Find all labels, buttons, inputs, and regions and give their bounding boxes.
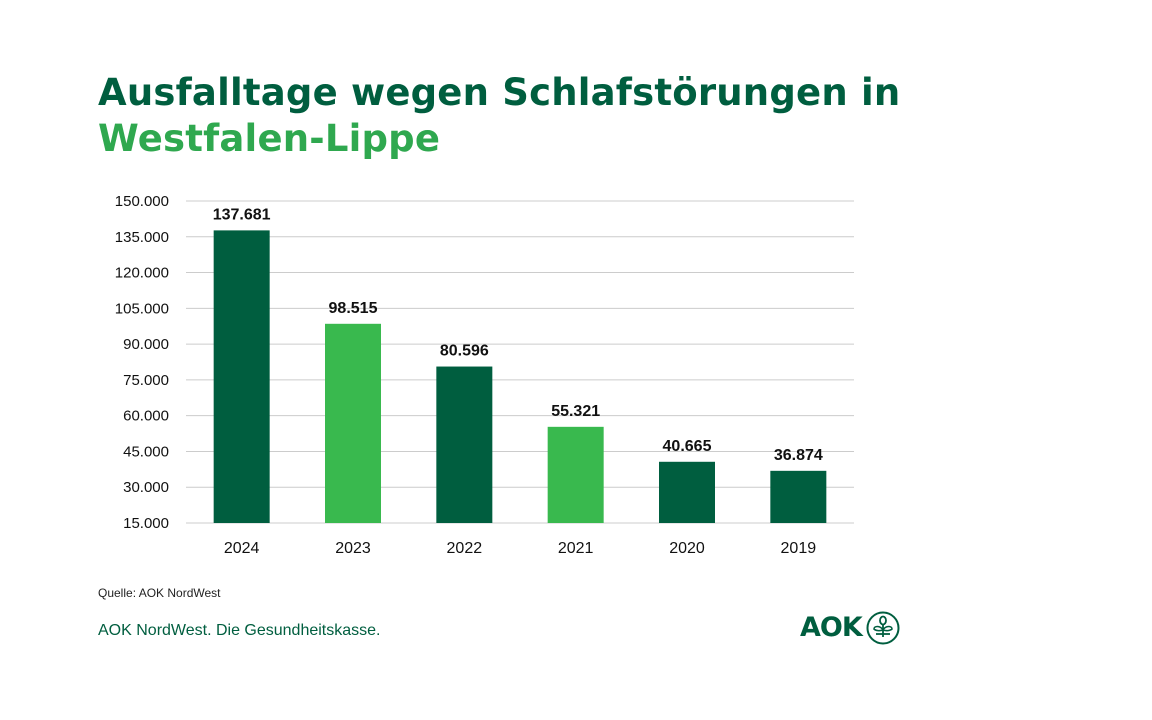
y-tick-label: 15.000 xyxy=(123,515,169,532)
bar xyxy=(213,230,270,523)
bars xyxy=(213,230,827,523)
tagline: AOK NordWest. Die Gesundheitskasse. xyxy=(98,622,381,639)
y-tick-label: 90.000 xyxy=(123,336,169,353)
data-label: 80.596 xyxy=(440,343,489,360)
x-tick-label: 2021 xyxy=(558,540,594,557)
value-labels: 137.681 98.515 80.596 55.321 40.665 36.874 xyxy=(213,206,823,463)
y-tick-label: 45.000 xyxy=(123,443,169,460)
y-tick-label: 60.000 xyxy=(123,408,169,425)
x-tick-label: 2022 xyxy=(447,540,483,557)
y-tick-label: 135.000 xyxy=(115,229,169,246)
y-tick-label: 105.000 xyxy=(115,300,169,317)
x-tick-label: 2023 xyxy=(335,540,371,557)
x-tick-label: 2019 xyxy=(781,540,817,557)
bar xyxy=(436,366,493,523)
bar xyxy=(325,323,381,523)
data-label: 98.515 xyxy=(329,300,378,317)
bar xyxy=(547,426,604,523)
chart-title: Ausfalltage wegen Schlafstörungen in Wes… xyxy=(98,70,900,162)
data-label: 36.874 xyxy=(774,447,823,464)
logo-text: AOK xyxy=(800,612,863,643)
aok-logo: AOK xyxy=(800,610,901,646)
data-label: 137.681 xyxy=(213,206,271,223)
source-note: Quelle: AOK NordWest xyxy=(98,586,221,600)
y-tick-label: 120.000 xyxy=(115,265,169,282)
chart-title-line2: Westfalen-Lippe xyxy=(98,117,441,160)
y-tick-label: 150.000 xyxy=(115,193,169,210)
x-tick-label: 2024 xyxy=(224,540,260,557)
y-axis-ticks: 15.000 30.000 45.000 60.000 75.000 90.000 105.… xyxy=(115,193,169,532)
x-axis-ticks: 2024 2023 2022 2021 2020 2019 xyxy=(224,540,816,557)
aok-tree-icon xyxy=(866,611,900,645)
y-tick-label: 30.000 xyxy=(123,479,169,496)
gridlines xyxy=(186,200,854,524)
y-tick-label: 75.000 xyxy=(123,372,169,389)
x-tick-label: 2020 xyxy=(669,540,705,557)
data-label: 40.665 xyxy=(663,438,712,455)
chart-title-line1: Ausfalltage wegen Schlafstörungen in xyxy=(98,71,901,114)
bar xyxy=(659,461,715,523)
data-label: 55.321 xyxy=(551,403,600,420)
bar xyxy=(770,470,827,523)
